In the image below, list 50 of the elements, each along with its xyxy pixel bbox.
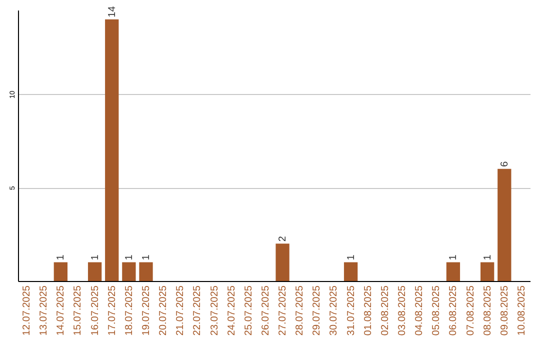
x-tick-label: 20.07.2025 (158, 285, 170, 336)
bar (122, 262, 136, 281)
x-tick-label: 15.07.2025 (72, 285, 84, 336)
x-tick-label: 05.08.2025 (431, 285, 442, 336)
x-tick-label: 04.08.2025 (414, 285, 426, 336)
data-label: 1 (56, 254, 67, 260)
x-tick-label: 14.07.2025 (56, 285, 67, 336)
x-tick-label: 08.08.2025 (482, 285, 494, 336)
bar (498, 168, 512, 281)
x-tick-label: 31.07.2025 (346, 285, 357, 336)
x-tick-label: 27.07.2025 (278, 285, 289, 336)
x-tick-label: 21.07.2025 (175, 285, 186, 336)
bar (88, 262, 102, 281)
bar (276, 244, 290, 281)
data-label: 1 (448, 254, 460, 260)
x-tick-label: 22.07.2025 (192, 285, 204, 336)
x-tick-label: 19.07.2025 (141, 285, 152, 336)
bar (446, 262, 460, 281)
x-tick-label: 28.07.2025 (294, 285, 306, 336)
bar (139, 262, 153, 281)
data-label: 1 (482, 254, 494, 260)
x-tick-label: 29.07.2025 (312, 285, 323, 336)
data-label: 1 (141, 254, 152, 260)
bar (344, 262, 358, 281)
x-tick-label: 06.08.2025 (448, 285, 460, 336)
x-tick-label: 01.08.2025 (362, 285, 374, 336)
x-tick-label: 12.07.2025 (22, 285, 33, 336)
bar (480, 262, 494, 281)
x-tick-label: 02.08.2025 (380, 285, 391, 336)
x-tick-label: 13.07.2025 (38, 285, 50, 336)
x-tick-label: 07.08.2025 (465, 285, 476, 336)
x-tick-label: 03.08.2025 (397, 285, 408, 336)
x-tick-label: 26.07.2025 (260, 285, 272, 336)
x-tick-label: 16.07.2025 (90, 285, 101, 336)
data-label: 6 (499, 160, 510, 167)
x-tick-label: 09.08.2025 (499, 285, 510, 336)
x-tick-label: 25.07.2025 (243, 285, 254, 336)
data-label: 14 (106, 6, 118, 18)
x-tick-label: 24.07.2025 (226, 285, 238, 336)
x-tick-label: 18.07.2025 (124, 285, 135, 336)
bar (105, 19, 119, 281)
data-label: 1 (90, 254, 101, 260)
data-label: 2 (278, 236, 289, 242)
x-tick-label: 23.07.2025 (209, 285, 220, 336)
x-tick-label: 10.08.2025 (516, 285, 528, 336)
data-label: 1 (124, 254, 135, 260)
x-tick-label: 30.07.2025 (328, 285, 340, 336)
bar (54, 262, 68, 281)
data-label: 1 (346, 254, 357, 260)
x-tick-label: 17.07.2025 (106, 285, 118, 336)
